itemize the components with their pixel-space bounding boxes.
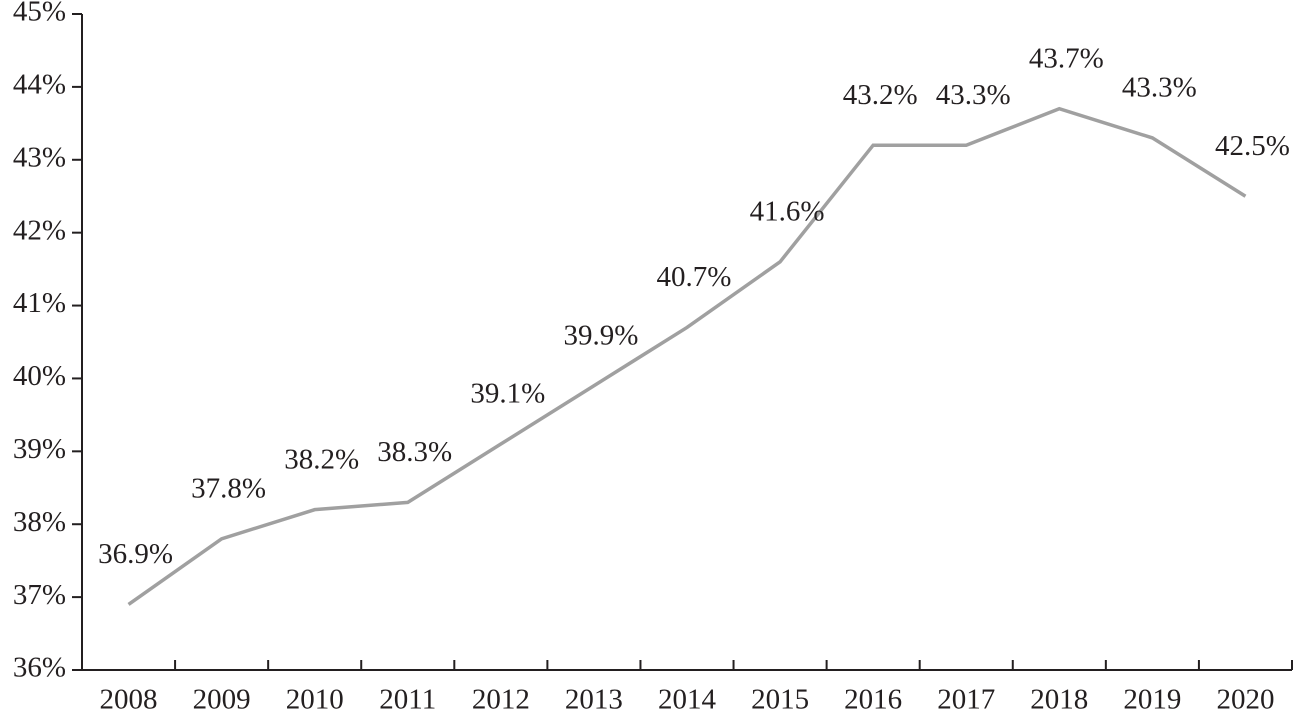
data-label: 39.9% [563, 319, 638, 351]
y-tick-label: 44% [13, 69, 66, 101]
data-label: 40.7% [657, 261, 732, 293]
data-label: 42.5% [1215, 130, 1290, 162]
x-tick-label: 2013 [565, 684, 623, 715]
data-label: 43.2% [843, 79, 918, 111]
x-tick-label: 2017 [937, 684, 995, 715]
x-tick-label: 2009 [193, 684, 251, 715]
x-tick-label: 2020 [1216, 684, 1274, 715]
y-tick-label: 39% [13, 433, 66, 465]
y-tick-label: 42% [13, 214, 66, 246]
data-label: 39.1% [470, 378, 545, 410]
x-tick-label: 2018 [1030, 684, 1088, 715]
x-tick-label: 2019 [1123, 684, 1181, 715]
data-label: 38.3% [377, 436, 452, 468]
x-tick-label: 2011 [379, 684, 436, 715]
data-label: 41.6% [750, 195, 825, 227]
x-tick-label: 2016 [844, 684, 902, 715]
y-tick-label: 40% [13, 360, 66, 392]
data-label: 36.9% [98, 538, 173, 570]
y-tick-label: 45% [13, 0, 66, 28]
data-label: 43.3% [936, 79, 1011, 111]
y-tick-label: 36% [13, 652, 66, 684]
x-tick-label: 2010 [286, 684, 344, 715]
y-tick-label: 37% [13, 579, 66, 611]
data-label: 38.2% [284, 443, 359, 475]
y-tick-label: 43% [13, 141, 66, 173]
x-tick-label: 2014 [658, 684, 717, 715]
x-tick-label: 2012 [472, 684, 530, 715]
data-label: 43.7% [1029, 42, 1104, 74]
y-tick-label: 41% [13, 287, 66, 319]
y-tick-label: 38% [13, 506, 66, 538]
x-tick-label: 2015 [751, 684, 809, 715]
data-label: 37.8% [191, 472, 266, 504]
data-label: 43.3% [1122, 72, 1197, 104]
line [127, 106, 1247, 606]
x-tick-label: 2008 [100, 684, 158, 715]
